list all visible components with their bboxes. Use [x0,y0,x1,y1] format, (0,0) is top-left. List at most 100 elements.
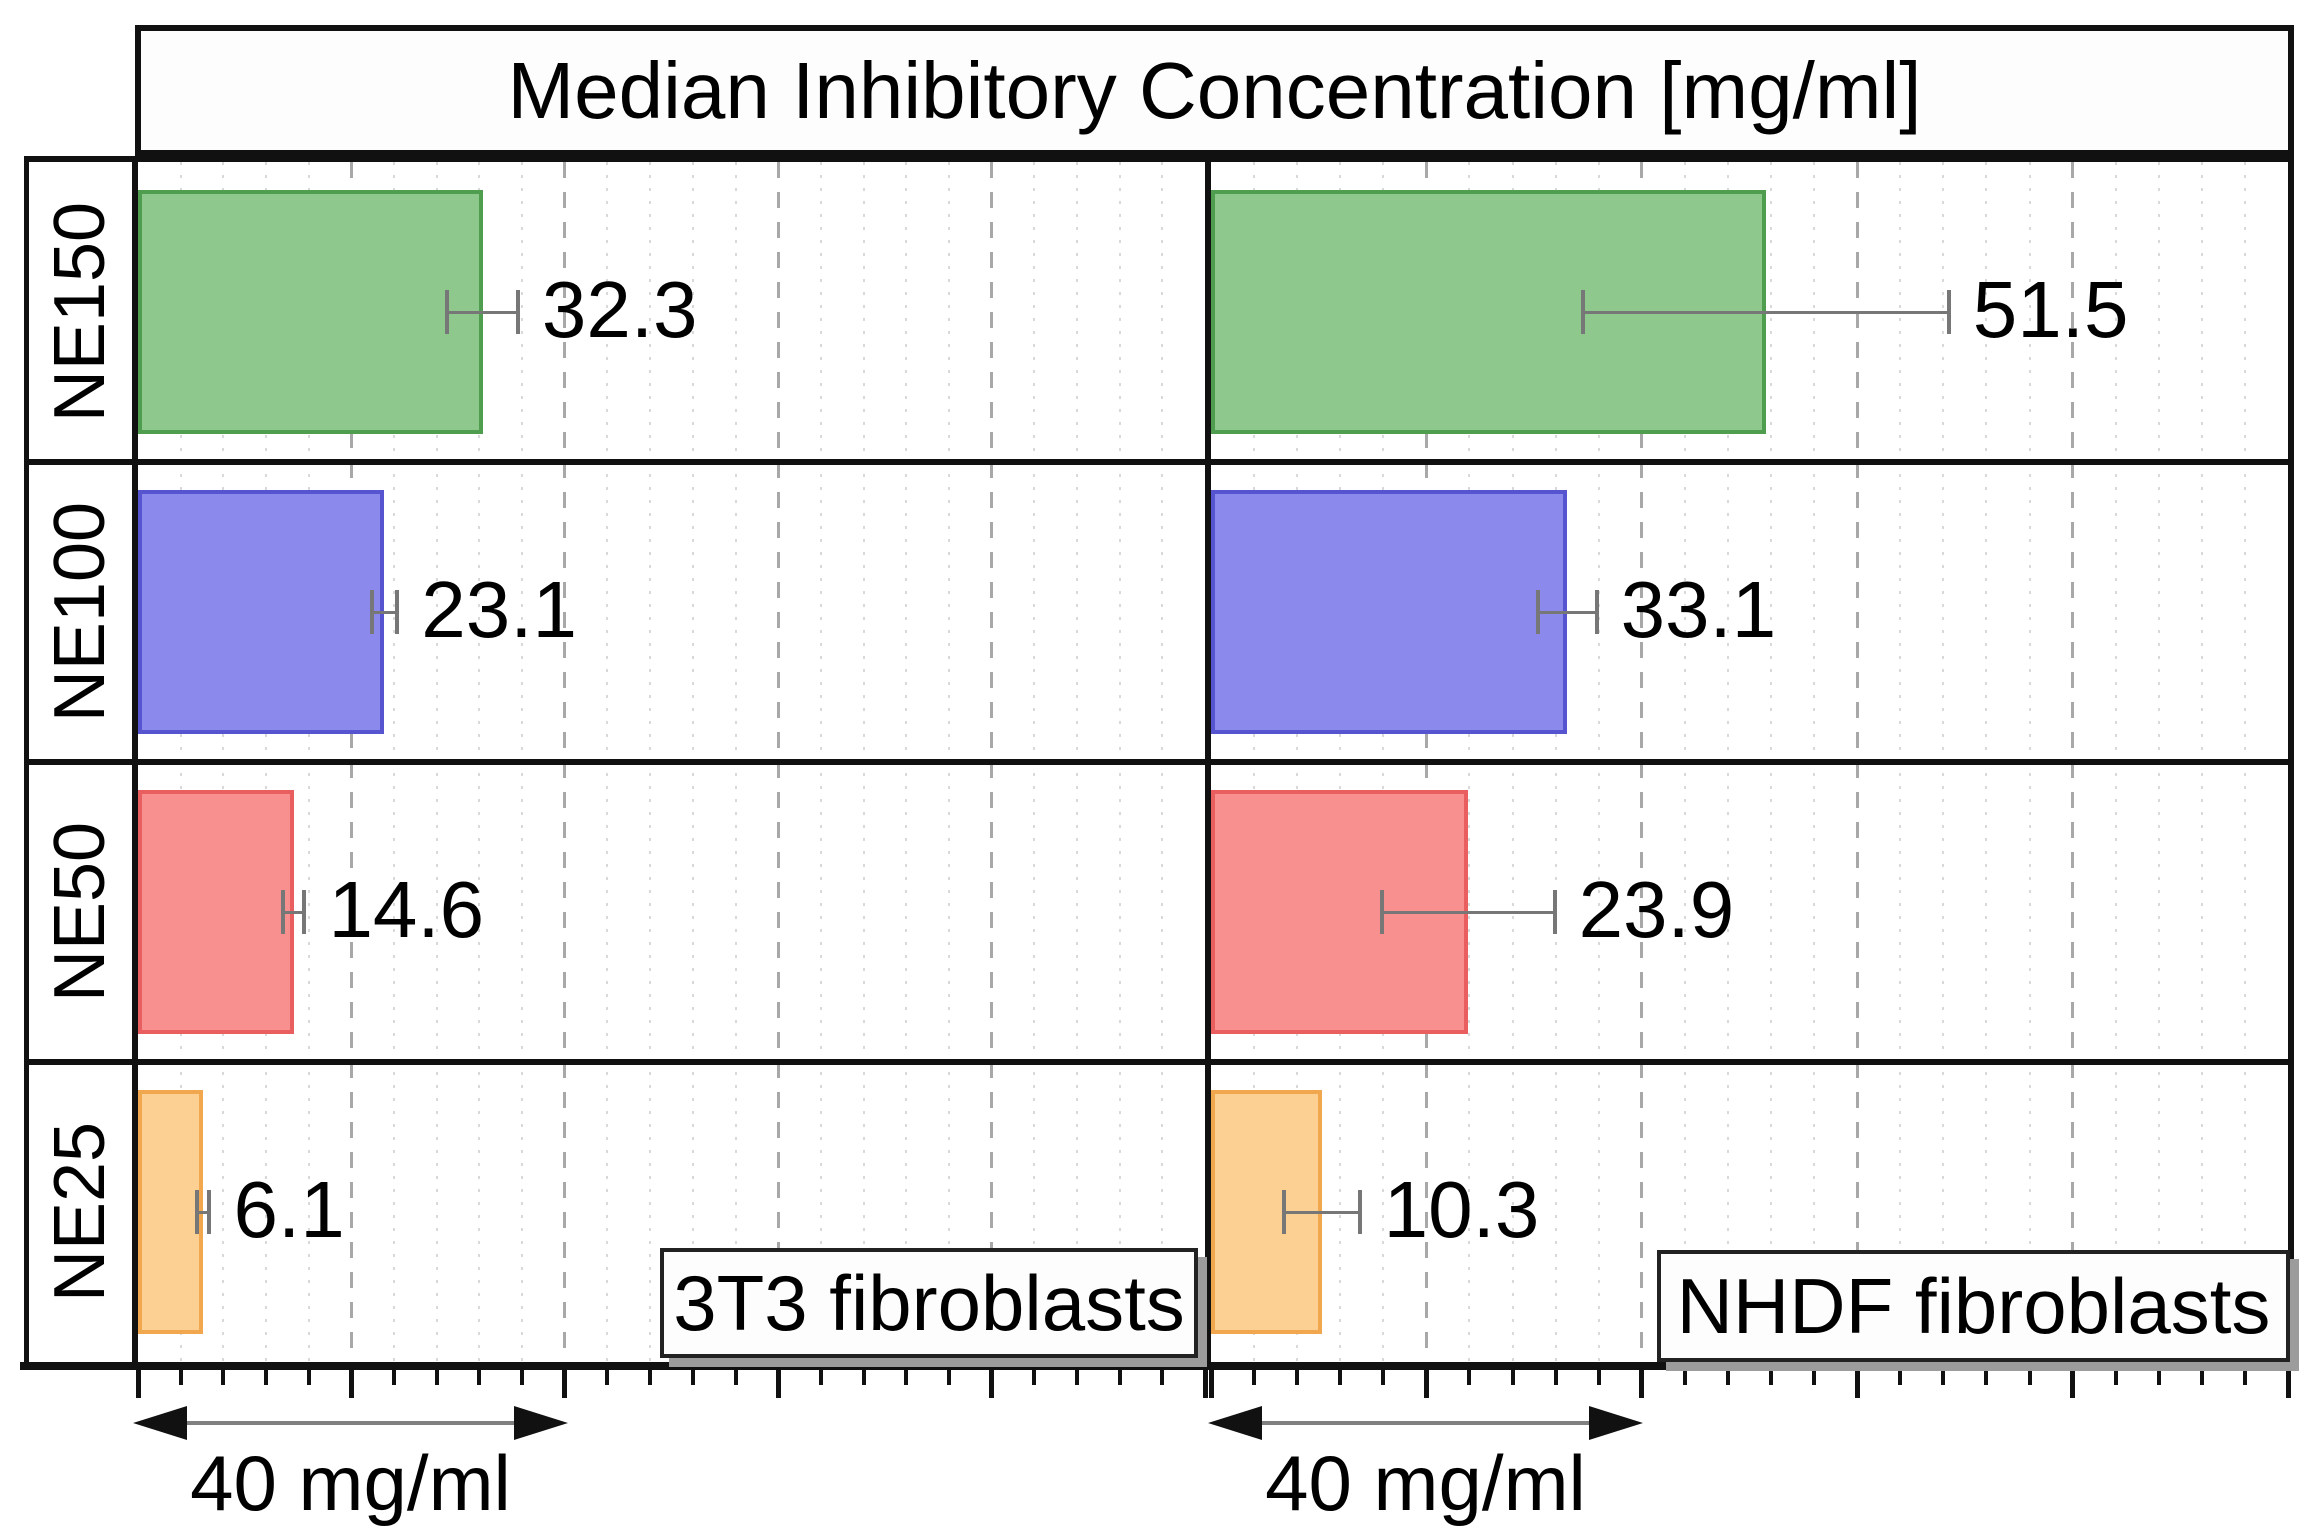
x-axis-minor-tick [221,1370,226,1385]
x-axis-minor-tick [1295,1370,1300,1385]
x-axis-minor-tick [1338,1370,1343,1385]
row-separator-2 [24,759,2294,765]
bar-ne25-3t3 [138,1090,204,1334]
row-label-cell-ne150: NE150 [29,162,132,462]
error-bar-cap-left [445,290,450,334]
scale-arrow-line-left [150,1421,550,1425]
error-bar-line [371,610,398,614]
frame-top-line [24,156,2294,162]
legend-box-3t3: 3T3 fibroblasts [660,1248,1198,1358]
value-label: 23.1 [421,565,577,655]
x-axis-minor-tick [1510,1370,1515,1385]
x-axis-minor-tick [520,1370,525,1385]
row-label-ne25: NE25 [40,1121,121,1303]
chart-title-box: Median Inhibitory Concentration [mg/ml] [135,25,2294,156]
x-axis-minor-tick [178,1370,183,1385]
legend-label-3t3: 3T3 fibroblasts [673,1258,1185,1347]
x-axis-minor-tick [2113,1370,2118,1385]
scale-label-right: 40 mg/ml [1265,1439,1586,1527]
x-axis-minor-tick [1898,1370,1903,1385]
x-axis-major-tick [1423,1370,1429,1398]
row-separator-1 [24,459,2294,465]
value-label: 33.1 [1620,565,1777,655]
left-panel-left-border [132,156,138,1370]
error-bar-cap-left [1580,290,1585,334]
error-bar-cap-right [207,1190,212,1234]
scale-arrow-right-head-right [1589,1406,1643,1440]
x-axis-major-tick [775,1370,781,1398]
bar-ne100-3t3 [138,490,385,734]
error-bar-cap-right [1552,890,1557,934]
x-axis-line [20,1362,2296,1370]
x-axis-minor-tick [605,1370,610,1385]
x-axis-minor-tick [1725,1370,1730,1385]
x-axis-minor-tick [306,1370,311,1385]
error-bar-cap-right [515,290,520,334]
error-bar-cap-left [1536,590,1541,634]
x-axis-major-tick [1208,1370,1214,1398]
x-axis-minor-tick [818,1370,823,1385]
error-bar-cap-right [1357,1190,1362,1234]
error-bar-cap-right [395,590,400,634]
panel-separator-border [1205,156,1211,1370]
legend-label-nhdf: NHDF fibroblasts [1676,1261,2271,1350]
x-axis-minor-tick [2156,1370,2161,1385]
chart-title: Median Inhibitory Concentration [mg/ml] [507,45,1922,135]
scale-label-left: 40 mg/ml [190,1439,511,1527]
error-bar-cap-left [1282,1190,1287,1234]
bar-ne50-3t3 [138,790,294,1034]
x-axis-minor-tick [1596,1370,1601,1385]
value-label: 14.6 [328,865,485,955]
error-bar-line [196,1210,210,1214]
x-axis-minor-tick [1467,1370,1472,1385]
bar-ne100-nhdf [1211,490,1568,734]
x-axis-minor-tick [1812,1370,1817,1385]
x-axis-minor-tick [1941,1370,1946,1385]
x-axis-major-tick [348,1370,354,1398]
x-axis-minor-tick [2242,1370,2247,1385]
error-bar-cap-left [1380,890,1385,934]
right-panel-right-border [2288,156,2294,1370]
x-axis-minor-tick [1381,1370,1386,1385]
x-axis-minor-tick [1553,1370,1558,1385]
legend-box-nhdf: NHDF fibroblasts [1657,1250,2290,1362]
scale-arrow-left-head-left [133,1406,187,1440]
error-bar-line [1538,610,1597,614]
row-separator-3 [24,1059,2294,1065]
value-label: 10.3 [1383,1165,1540,1255]
x-axis-major-tick [135,1370,141,1398]
error-bar-line [1284,1210,1360,1214]
error-bar-line [283,910,305,914]
x-axis-minor-tick [690,1370,695,1385]
x-axis-minor-tick [946,1370,951,1385]
x-axis-minor-tick [1769,1370,1774,1385]
row-label-ne50: NE50 [40,821,121,1003]
x-axis-major-tick [1854,1370,1860,1398]
error-bar-cap-right [302,890,307,934]
x-axis-minor-tick [264,1370,269,1385]
error-bar-cap-left [281,890,286,934]
x-axis-minor-tick [648,1370,653,1385]
x-axis-minor-tick [861,1370,866,1385]
x-axis-major-tick [2285,1370,2291,1398]
x-axis-minor-tick [434,1370,439,1385]
scale-arrow-right-head-left [1208,1406,1262,1440]
value-label: 32.3 [541,265,698,355]
x-axis-minor-tick [392,1370,397,1385]
label-column-left-border [24,156,29,1370]
row-label-ne150: NE150 [40,201,121,423]
x-axis-major-tick [2070,1370,2076,1398]
row-label-cell-ne50: NE50 [29,762,132,1062]
x-axis-minor-tick [2199,1370,2204,1385]
x-axis-minor-tick [2027,1370,2032,1385]
x-axis-minor-tick [904,1370,909,1385]
value-label: 6.1 [233,1165,345,1255]
x-axis-minor-tick [1074,1370,1079,1385]
x-axis-minor-tick [1032,1370,1037,1385]
x-axis-minor-tick [733,1370,738,1385]
bar-ne150-3t3 [138,190,483,434]
scale-arrow-left-head-right [514,1406,568,1440]
row-label-cell-ne100: NE100 [29,462,132,762]
row-label-cell-ne25: NE25 [29,1062,132,1362]
x-axis-major-tick [989,1370,995,1398]
